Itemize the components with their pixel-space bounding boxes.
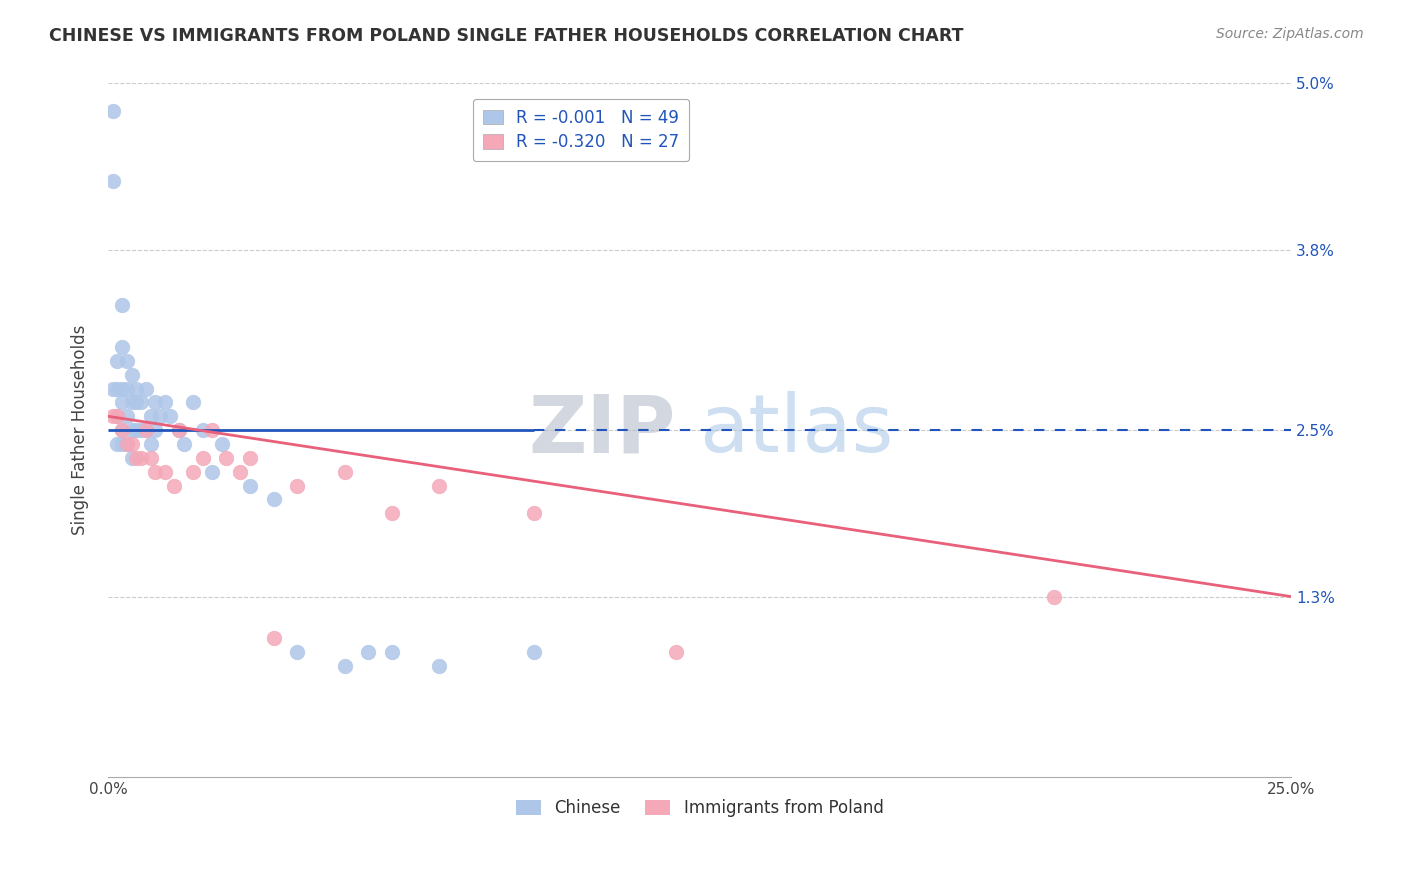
Point [111,423,134,437]
Point [135,382,157,396]
Point [125,450,148,465]
Point [115,409,138,424]
Point [125,395,148,409]
Point [135,423,157,437]
Point [139,409,162,424]
Point [159,409,181,424]
Point [121,423,143,437]
Point [139,450,162,465]
Point [135,423,157,437]
Point [167,423,190,437]
Point [121,395,143,409]
Point [333,465,356,479]
Point [263,631,285,645]
Point [153,465,176,479]
Point [381,507,404,521]
Point [381,645,404,659]
Point [107,353,129,368]
Text: CHINESE VS IMMIGRANTS FROM POLAND SINGLE FATHER HOUSEHOLDS CORRELATION CHART: CHINESE VS IMMIGRANTS FROM POLAND SINGLE… [49,27,963,45]
Point [149,409,172,424]
Point [523,645,546,659]
Point [181,395,204,409]
Point [107,382,129,396]
Point [191,450,214,465]
Point [211,437,233,451]
Point [427,478,450,492]
Point [121,437,143,451]
Text: atlas: atlas [700,392,894,469]
Point [239,478,262,492]
Point [665,645,688,659]
Point [115,437,138,451]
Point [357,645,380,659]
Point [101,409,124,424]
Point [111,340,134,354]
Point [101,104,124,119]
Point [523,507,546,521]
Point [121,368,143,382]
Point [173,437,195,451]
Point [129,450,152,465]
Point [107,409,129,424]
Point [111,298,134,312]
Point [181,465,204,479]
Point [263,492,285,507]
Point [111,423,134,437]
Point [143,465,166,479]
Point [427,659,450,673]
Point [111,395,134,409]
Point [215,450,238,465]
Point [101,382,124,396]
Text: Source: ZipAtlas.com: Source: ZipAtlas.com [1216,27,1364,41]
Point [115,437,138,451]
Point [163,478,186,492]
Point [115,382,138,396]
Point [111,437,134,451]
Point [125,423,148,437]
Y-axis label: Single Father Households: Single Father Households [72,325,89,535]
Point [201,423,224,437]
Point [285,478,308,492]
Point [107,437,129,451]
Point [101,173,124,187]
Point [111,382,134,396]
Point [229,465,252,479]
Point [1043,590,1066,604]
Point [285,645,308,659]
Point [129,395,152,409]
Point [115,353,138,368]
Text: ZIP: ZIP [529,392,676,469]
Point [143,395,166,409]
Legend: Chinese, Immigrants from Poland: Chinese, Immigrants from Poland [509,793,890,824]
Point [129,423,152,437]
Point [153,395,176,409]
Point [333,659,356,673]
Point [191,423,214,437]
Point [125,382,148,396]
Point [139,437,162,451]
Point [201,465,224,479]
Point [239,450,262,465]
Point [121,450,143,465]
Point [143,423,166,437]
Point [107,409,129,424]
Point [167,423,190,437]
